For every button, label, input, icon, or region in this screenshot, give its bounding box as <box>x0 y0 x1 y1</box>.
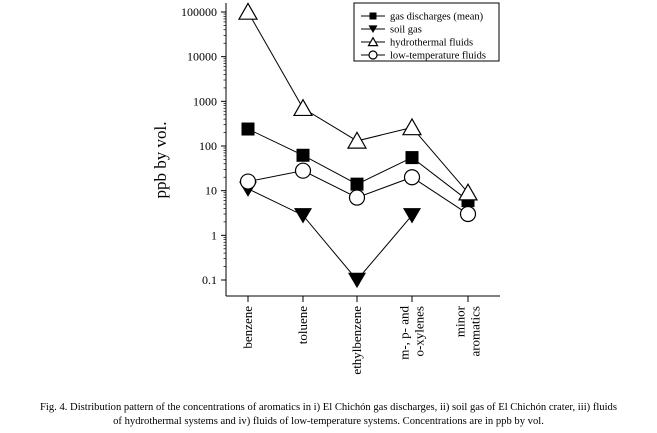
data-point <box>241 122 255 136</box>
series-layer <box>237 2 479 289</box>
legend-label: hydrothermal fluids <box>390 38 473 49</box>
plot-frame <box>225 3 500 297</box>
data-point <box>403 169 421 186</box>
x-tick-label: o-xylenes <box>412 306 427 357</box>
data-point <box>292 98 314 117</box>
y-axis-label: ppb by vol. <box>151 122 170 199</box>
x-tick-label: aromatics <box>468 306 483 357</box>
data-point <box>346 131 368 149</box>
x-axis: benzene toluene ethylbenzene m-, p- and o-xy… <box>240 296 483 375</box>
data-point <box>457 182 479 201</box>
y-tick-label: 0.1 <box>202 273 217 287</box>
data-point <box>239 173 257 190</box>
series-1 <box>239 181 421 289</box>
data-point <box>294 162 312 179</box>
y-tick-label: 10000 <box>187 50 217 64</box>
x-tick-label: toluene <box>295 306 310 344</box>
legend-box <box>353 2 500 62</box>
data-point <box>369 12 377 20</box>
data-point <box>296 148 310 162</box>
series-2 <box>237 2 479 201</box>
data-point <box>459 205 477 223</box>
data-point <box>405 151 419 165</box>
y-tick-label: 1000 <box>193 94 217 108</box>
caption-line-2: of hydrothermal systems and iv) fluids o… <box>113 416 544 427</box>
data-point <box>348 189 366 206</box>
data-point <box>401 117 423 136</box>
x-tick-label: minor <box>453 305 468 337</box>
data-point <box>237 2 259 20</box>
figure-caption: Fig. 4. Distribution pattern of the conc… <box>0 401 657 429</box>
caption-line-1: Fig. 4. Distribution pattern of the conc… <box>40 402 617 413</box>
legend-label: gas discharges (mean) <box>390 12 484 23</box>
data-point <box>368 50 378 60</box>
y-tick-label: 1 <box>211 228 217 242</box>
legend-label: soil gas <box>390 25 422 36</box>
x-tick-label: m-, p- and <box>397 306 412 360</box>
data-point <box>368 25 378 34</box>
data-point <box>294 208 312 224</box>
data-point <box>348 272 366 289</box>
y-tick-label: 100 <box>199 139 217 153</box>
data-point <box>403 208 421 224</box>
x-tick-label: benzene <box>240 306 255 349</box>
series-3 <box>239 162 477 223</box>
chart: 0.1 1 10 100 1000 10000 100000 benzene toluene e… <box>151 2 500 375</box>
x-tick-label: ethylbenzene <box>349 306 364 375</box>
data-point <box>367 36 379 47</box>
y-axis: 0.1 1 10 100 1000 10000 100000 <box>181 5 226 287</box>
legend-label: low-temperature fluids <box>390 51 486 62</box>
data-point <box>350 177 364 191</box>
legend: gas discharges (mean) soil gas hydrotherma… <box>353 2 500 62</box>
y-tick-label: 10 <box>205 184 217 198</box>
series-line <box>247 188 413 281</box>
y-tick-label: 100000 <box>181 5 217 19</box>
